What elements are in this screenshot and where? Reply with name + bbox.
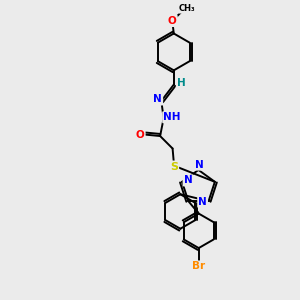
Text: CH₃: CH₃	[179, 4, 196, 13]
Text: S: S	[170, 162, 178, 172]
Text: H: H	[177, 78, 186, 88]
Text: Br: Br	[192, 262, 205, 272]
Text: N: N	[195, 160, 203, 170]
Text: N: N	[184, 175, 192, 185]
Text: N: N	[198, 197, 207, 207]
Text: O: O	[168, 16, 177, 26]
Text: O: O	[136, 130, 145, 140]
Text: NH: NH	[163, 112, 181, 122]
Text: N: N	[153, 94, 162, 104]
